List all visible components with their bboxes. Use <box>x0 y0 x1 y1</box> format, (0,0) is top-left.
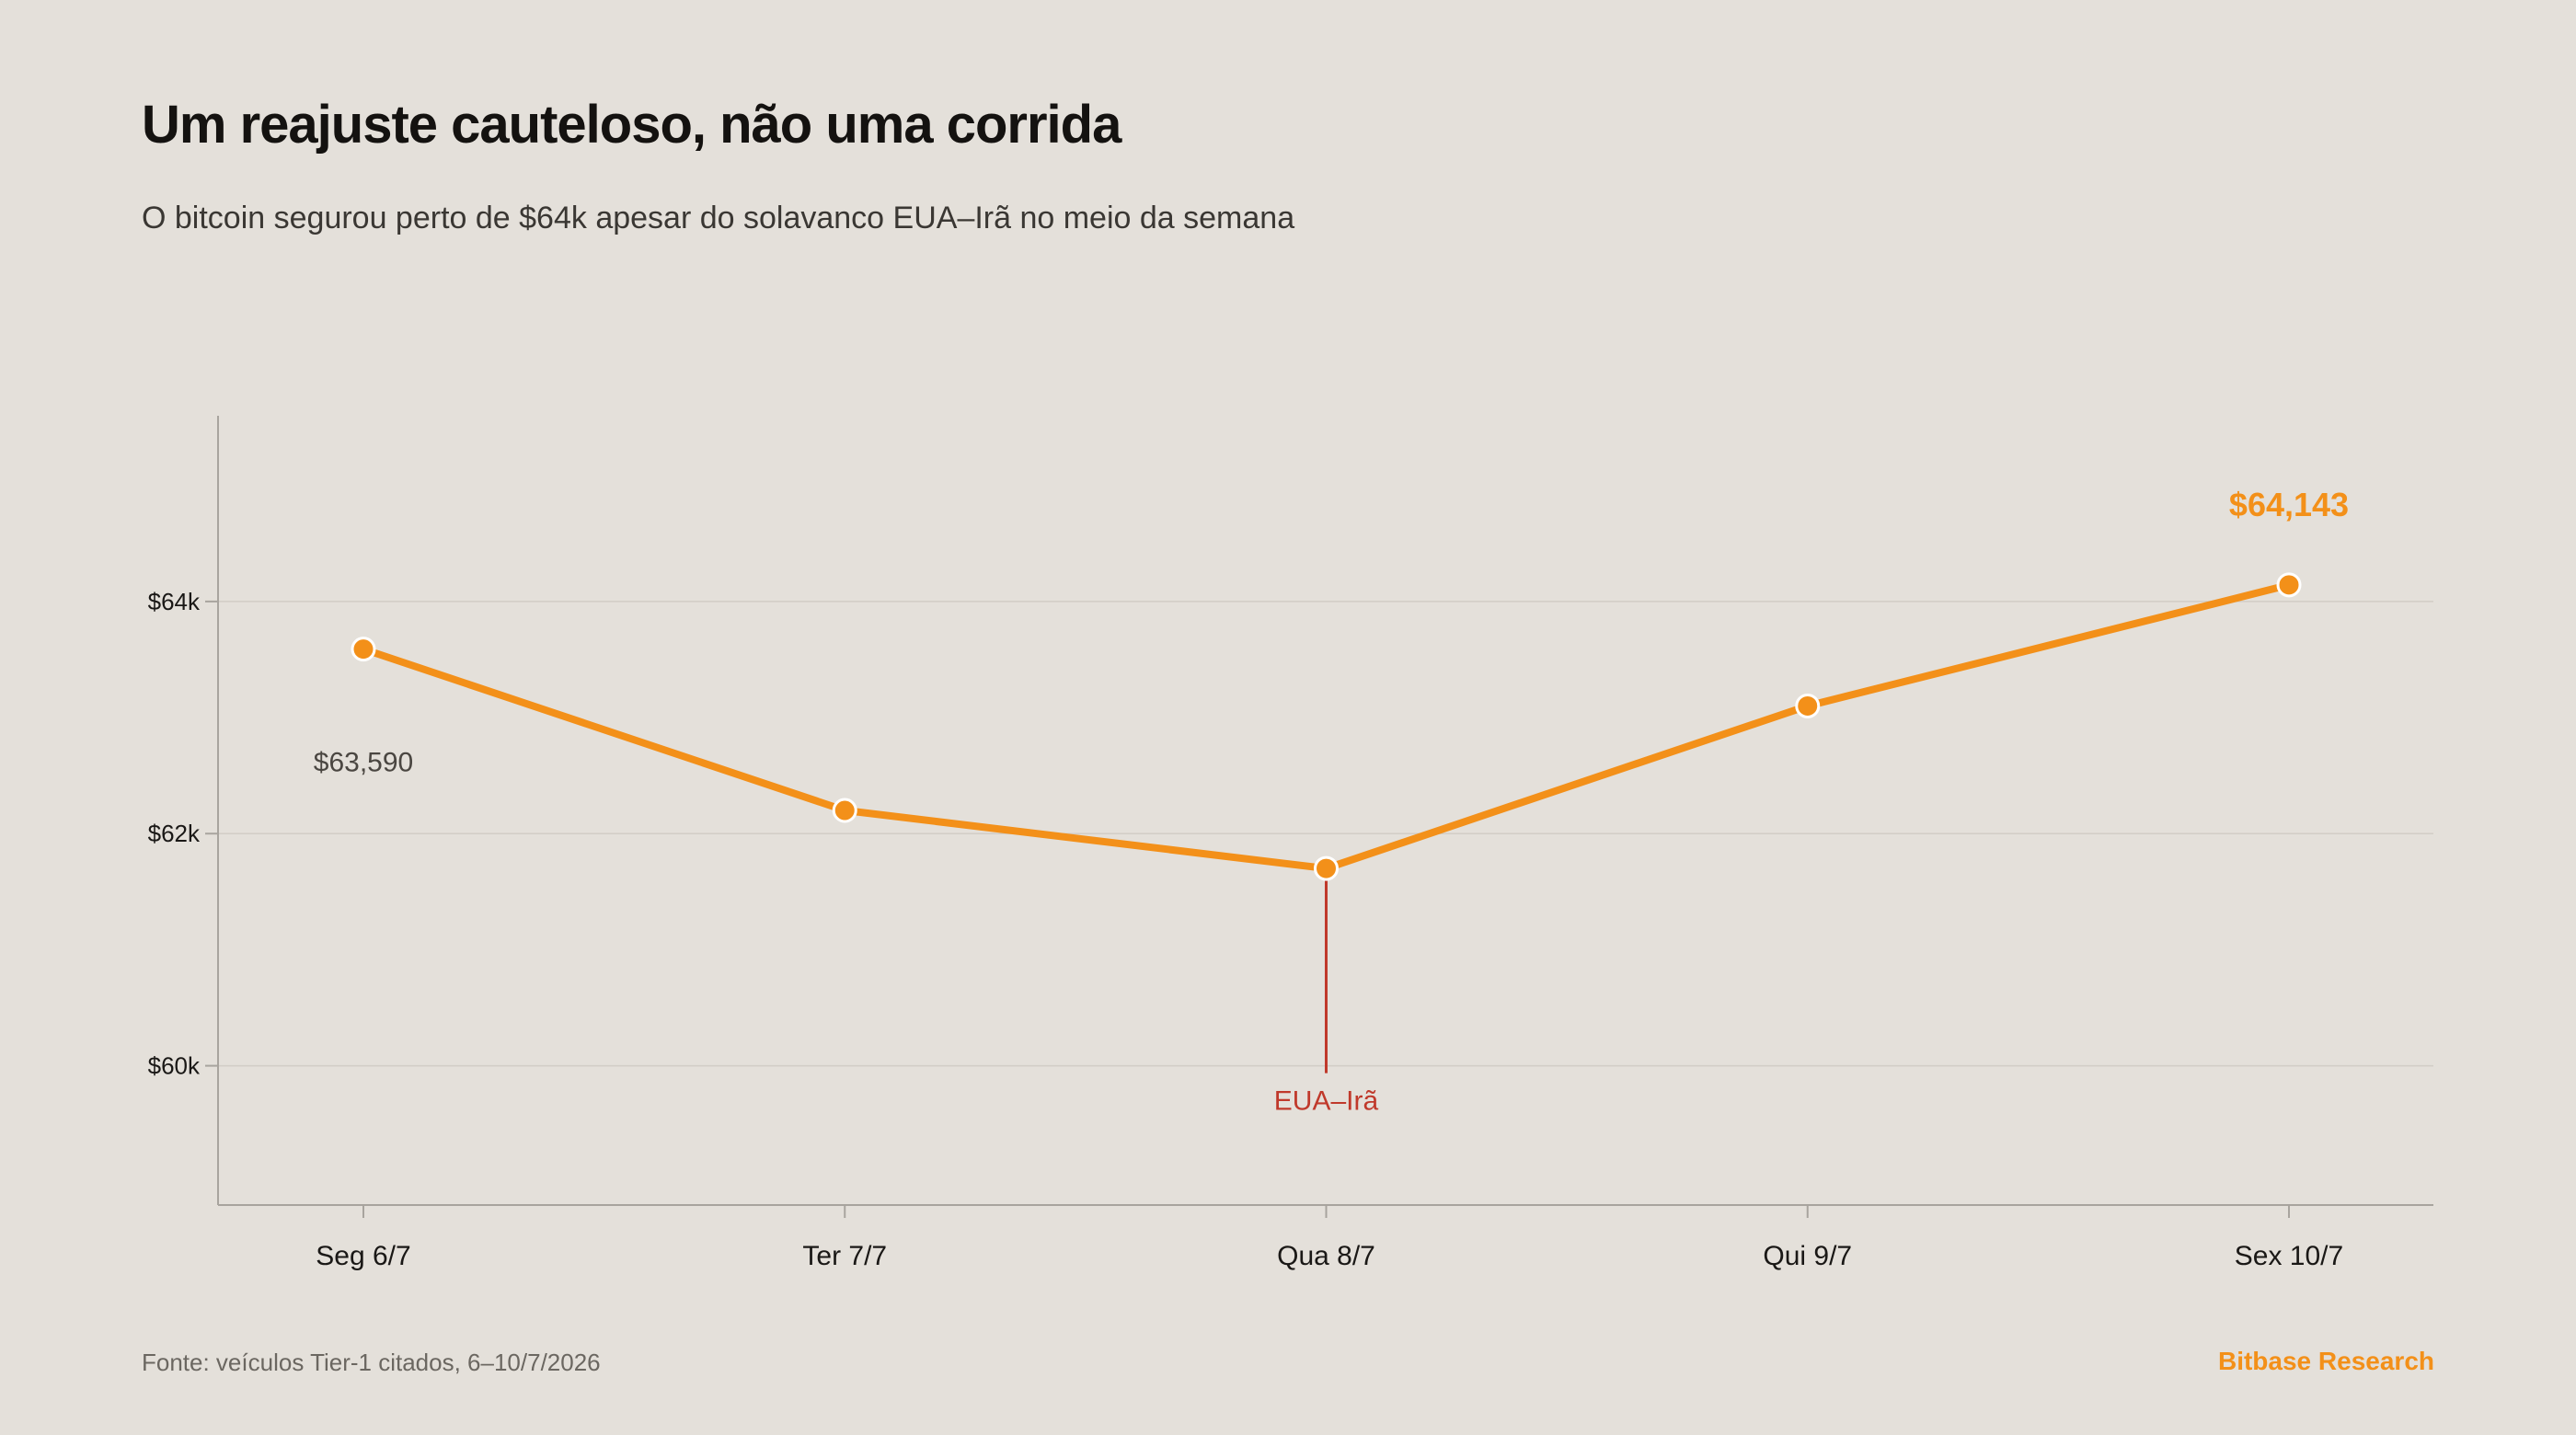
series-line <box>360 580 2293 873</box>
y-tick-labels: $60k $62k $64k <box>148 588 218 1080</box>
data-point <box>1795 693 1821 718</box>
data-point <box>2276 572 2302 598</box>
event-annotation: EUA–Irã <box>1274 868 1379 1117</box>
data-point <box>832 798 857 823</box>
x-tick-labels: Seg 6/7 Ter 7/7 Qua 8/7 Qui 9/7 Sex 10/7 <box>316 1205 2343 1271</box>
y-tick-label: $64k <box>148 588 201 615</box>
chart-subtitle: O bitcoin segurou perto de $64k apesar d… <box>142 201 1295 235</box>
data-points <box>351 572 2302 881</box>
event-label: EUA–Irã <box>1274 1086 1379 1117</box>
x-tick-label: Ter 7/7 <box>802 1241 887 1271</box>
data-point <box>1314 855 1339 881</box>
brand-label: Bitbase Research <box>2217 1347 2434 1375</box>
y-tick-label: $60k <box>148 1052 201 1080</box>
start-value-label: $63,590 <box>314 748 413 778</box>
end-value-label: $64,143 <box>2229 486 2349 523</box>
x-tick-label: Qui 9/7 <box>1763 1241 1852 1271</box>
data-point <box>351 637 376 662</box>
series-btc-price <box>360 580 2293 873</box>
y-tick-label: $62k <box>148 820 201 847</box>
x-tick-label: Qua 8/7 <box>1277 1241 1375 1271</box>
x-tick-label: Sex 10/7 <box>2235 1241 2343 1271</box>
chart-title: Um reajuste cauteloso, não uma corrida <box>142 95 1121 155</box>
x-tick-label: Seg 6/7 <box>316 1241 410 1271</box>
source-note: Fonte: veículos Tier-1 citados, 6–10/7/2… <box>142 1349 601 1376</box>
